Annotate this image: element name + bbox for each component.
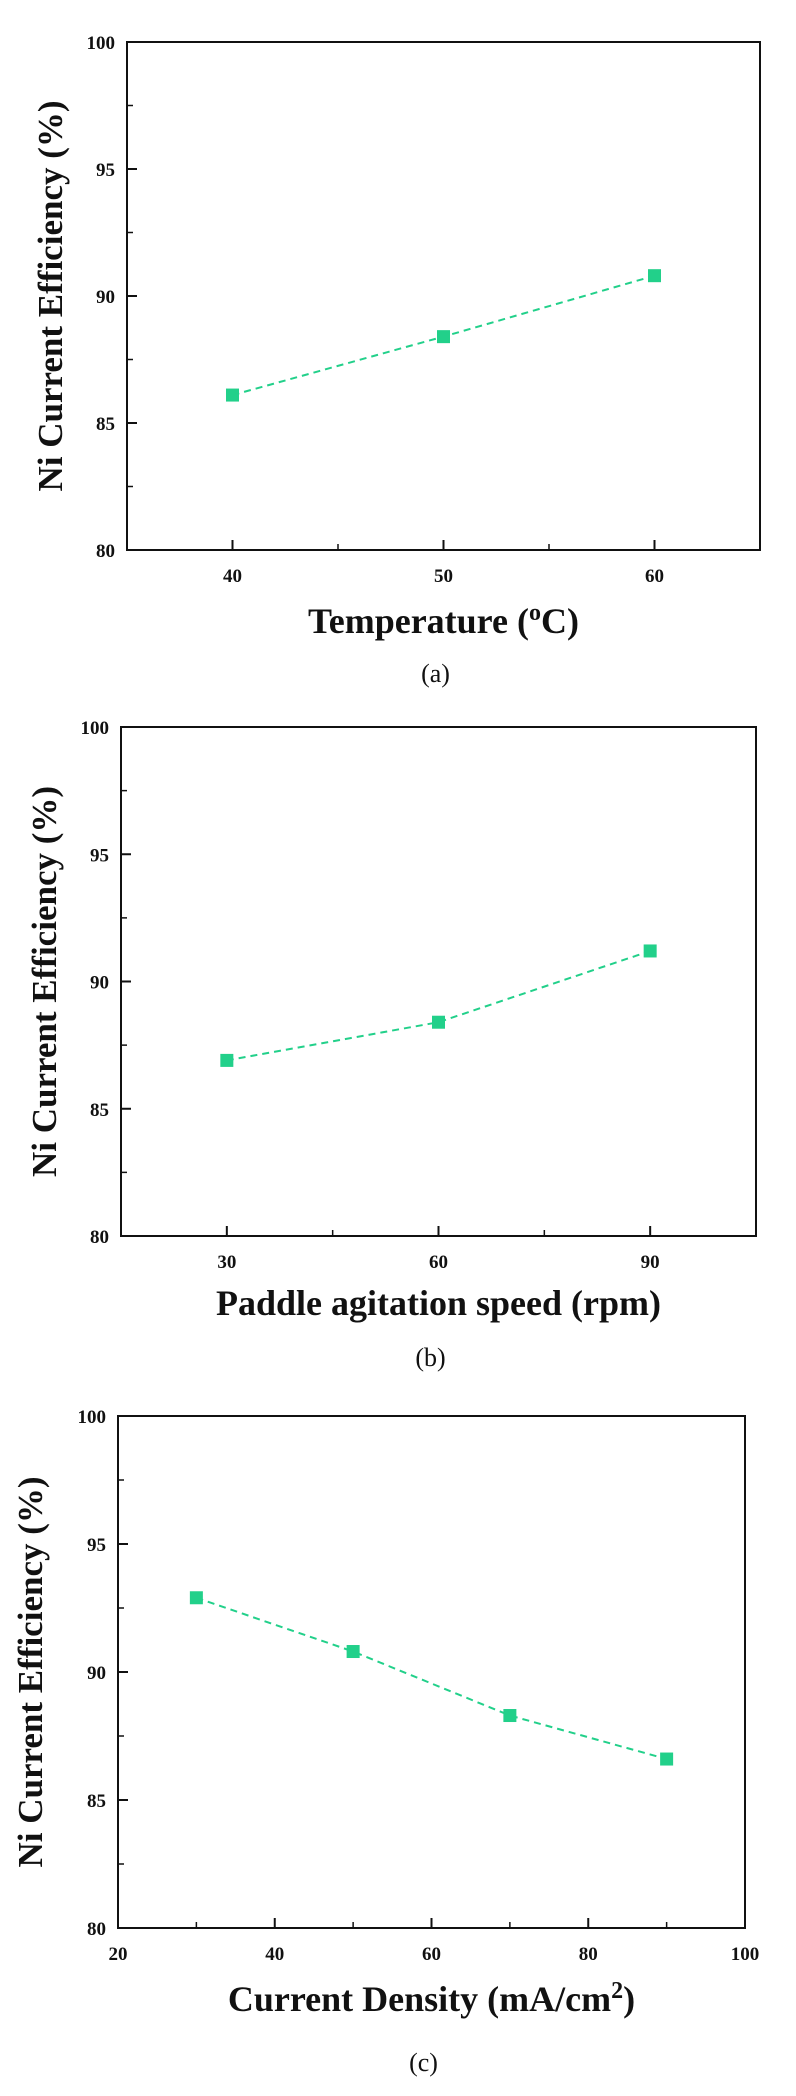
x-tick-label: 60 xyxy=(429,1252,448,1273)
data-point xyxy=(220,1053,234,1067)
x-axis-title: Paddle agitation speed (rpm) xyxy=(216,1283,661,1323)
series-line xyxy=(226,950,651,1062)
x-tick-label: 40 xyxy=(223,566,242,587)
y-tick-label: 85 xyxy=(87,1791,106,1812)
panel-caption: (a) xyxy=(421,659,450,688)
data-point xyxy=(660,1752,674,1766)
y-tick-label: 100 xyxy=(87,33,116,54)
chart-panel-2: 80 85 90 95 100 30 60 90 Paddle agitation speed … xyxy=(25,718,757,1372)
data-point xyxy=(503,1709,517,1723)
y-tick-label: 95 xyxy=(87,1535,106,1556)
plot-frame xyxy=(120,726,757,1237)
data-point xyxy=(648,269,661,283)
y-axis-title: Ni Current Efficiency (%) xyxy=(11,1476,50,1867)
y-axis-title: Ni Current Efficiency (%) xyxy=(31,100,70,491)
x-tick-label: 50 xyxy=(434,566,453,587)
x-tick-label: 20 xyxy=(109,1944,128,1965)
x-tick-label: 60 xyxy=(422,1944,441,1965)
x-tick-label: 40 xyxy=(265,1944,284,1965)
y-tick-label: 85 xyxy=(96,414,115,435)
series-line xyxy=(196,1596,667,1760)
y-tick-label: 100 xyxy=(78,1407,107,1428)
y-tick-label: 85 xyxy=(90,1100,109,1121)
plot-frame xyxy=(117,1415,746,1929)
x-tick-label: 90 xyxy=(641,1252,660,1273)
data-point xyxy=(643,944,657,958)
chart-panel-1: 80 85 90 95 100 40 50 60 Temperature (oC) Ni Curr… xyxy=(31,33,761,688)
chart-panel-3: 80 85 90 95 100 20 40 60 80 100 Current Density (m… xyxy=(11,1407,759,2077)
y-tick-label: 90 xyxy=(96,287,115,308)
data-point xyxy=(437,330,450,344)
y-tick-label: 100 xyxy=(81,718,110,739)
x-tick-label: 100 xyxy=(731,1944,760,1965)
x-tick-label: 60 xyxy=(645,566,664,587)
panel-caption: (b) xyxy=(415,1343,445,1372)
plot-frame xyxy=(126,41,761,551)
y-tick-label: 80 xyxy=(87,1919,106,1940)
data-point xyxy=(346,1645,360,1659)
data-point xyxy=(189,1591,203,1605)
data-point xyxy=(226,388,239,402)
x-tick-label: 80 xyxy=(579,1944,598,1965)
data-point xyxy=(432,1015,445,1029)
y-tick-label: 90 xyxy=(87,1663,106,1684)
y-tick-label: 95 xyxy=(96,160,115,181)
x-axis-title: Temperature (oC) xyxy=(308,600,579,641)
x-axis-title: Current Density (mA/cm2) xyxy=(228,1978,635,2019)
panel-caption: (c) xyxy=(409,2048,438,2077)
y-axis-title: Ni Current Efficiency (%) xyxy=(25,786,64,1177)
y-tick-label: 90 xyxy=(90,973,109,994)
x-tick-label: 30 xyxy=(217,1252,236,1273)
y-tick-label: 80 xyxy=(90,1227,109,1248)
y-tick-label: 80 xyxy=(96,541,115,562)
y-tick-label: 95 xyxy=(90,845,109,866)
